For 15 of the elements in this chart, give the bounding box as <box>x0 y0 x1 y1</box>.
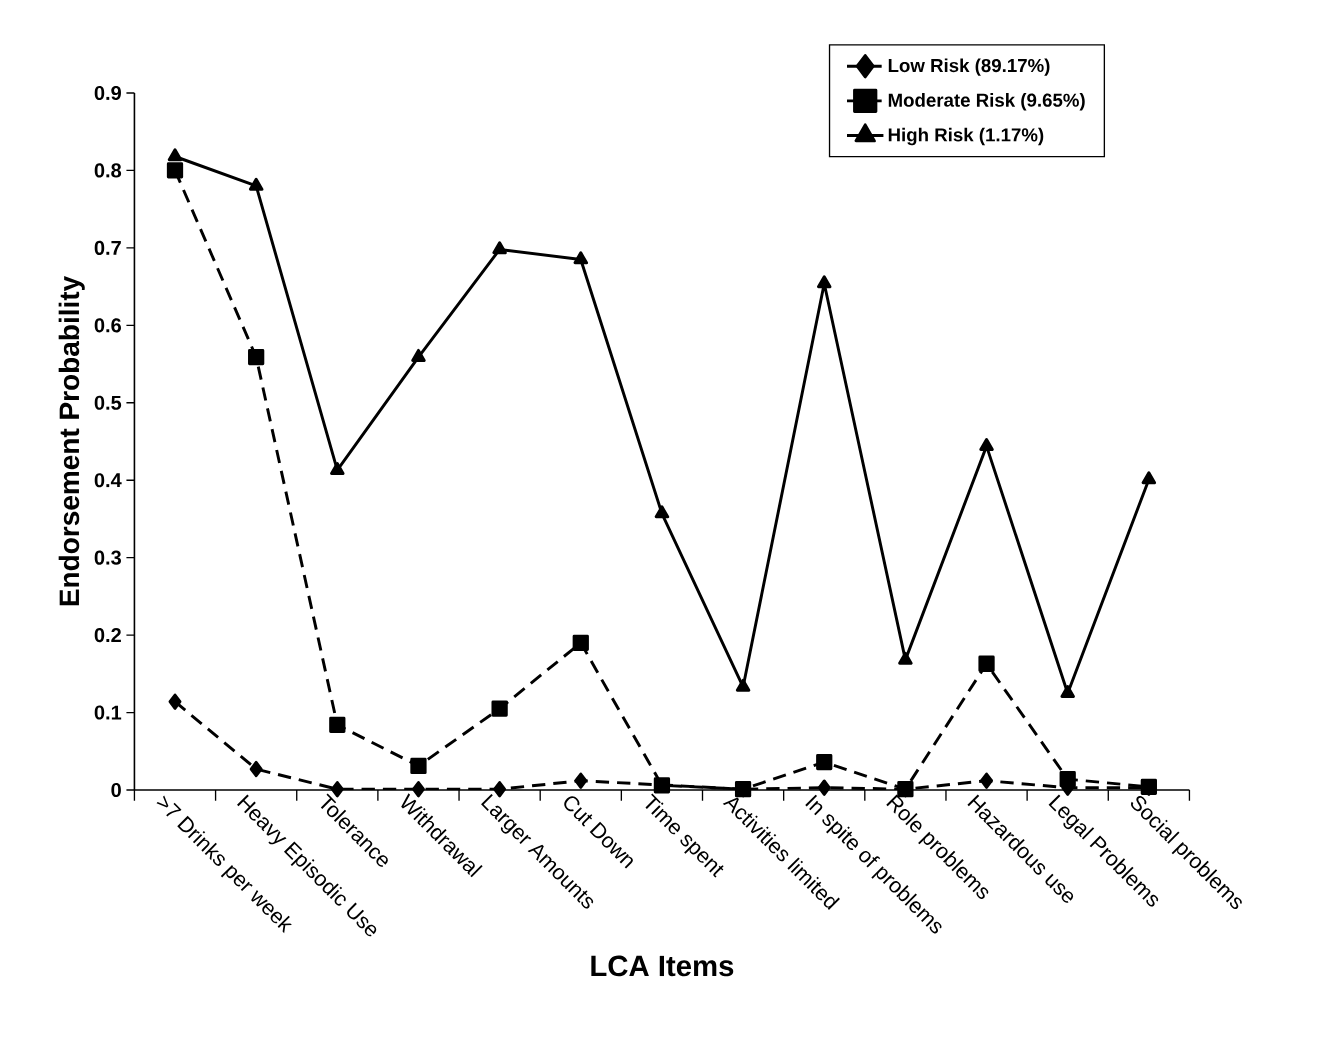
y-tick-label: 0 <box>111 782 121 798</box>
y-tick-label: 0.4 <box>94 473 122 488</box>
legend-label: Low Risk (89.17%) <box>888 58 1050 76</box>
y-tick-label: 0.2 <box>94 628 121 643</box>
y-tick-label: 0.7 <box>94 240 121 255</box>
x-axis-title: LCA Items <box>591 955 734 977</box>
y-tick-label: 0.6 <box>94 318 121 333</box>
y-axis-title: Endorsement Probability <box>58 275 85 606</box>
y-tick-label: 0.5 <box>94 395 122 410</box>
legend-label: High Risk (1.17%) <box>888 127 1044 146</box>
y-tick-label: 0.1 <box>94 705 122 720</box>
y-tick-label: 0.8 <box>94 163 122 178</box>
y-tick-label: 0.3 <box>94 550 121 565</box>
legend-label: Moderate Risk (9.65%) <box>888 93 1085 111</box>
y-tick-label: 0.9 <box>94 85 121 101</box>
